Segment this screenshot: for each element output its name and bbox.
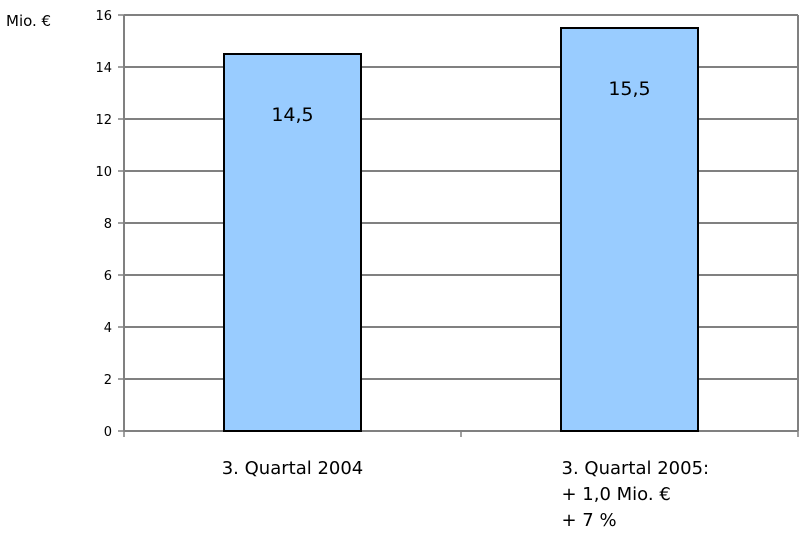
y-tick-label: 12 — [95, 113, 112, 128]
x-category-sublabel: + 1,0 Mio. € — [562, 484, 671, 505]
x-category-label: 3. Quartal 2004 — [222, 458, 364, 479]
labels: 0 2 4 6 8 10 12 14 16 14,5 3. Quartal 2004 15,5 3. Q… — [95, 9, 709, 531]
y-tick-label: 2 — [104, 373, 112, 388]
bar-value-label: 14,5 — [271, 104, 313, 126]
y-tick-label: 0 — [104, 425, 112, 440]
y-tick-label: 6 — [104, 269, 112, 284]
y-tick-label: 8 — [104, 217, 112, 232]
y-axis-unit-label: Mio. € — [6, 12, 51, 30]
y-tick-label: 14 — [95, 61, 112, 76]
y-tick-label: 16 — [95, 9, 112, 24]
y-tick-label: 4 — [104, 321, 112, 336]
bars — [223, 27, 699, 432]
bar — [223, 53, 362, 432]
bar — [560, 27, 699, 432]
x-category-sublabel: + 7 % — [562, 510, 617, 531]
x-category-label: 3. Quartal 2005: — [562, 458, 710, 479]
y-tick-label: 10 — [95, 165, 112, 180]
bar-value-label: 15,5 — [608, 78, 650, 100]
